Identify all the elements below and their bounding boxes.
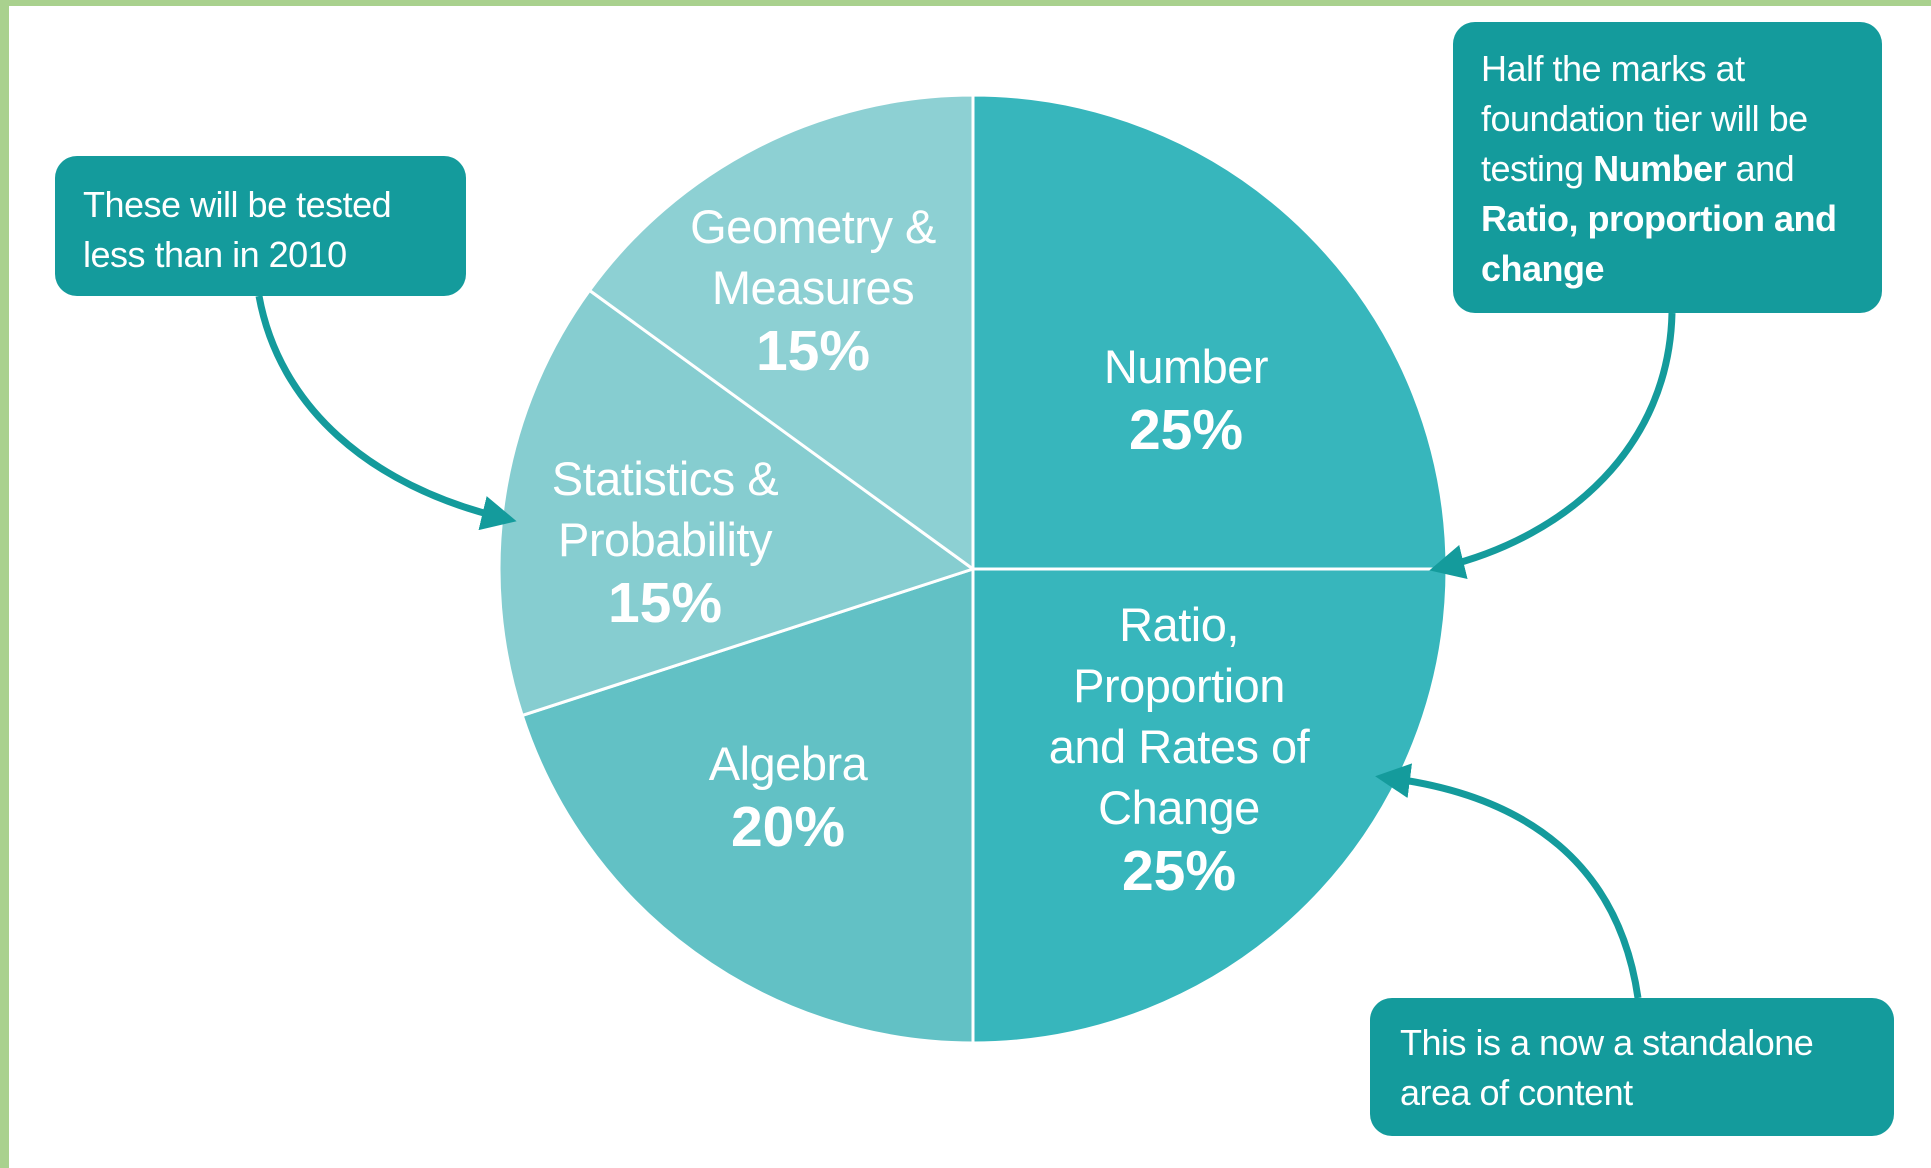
- callout-box: These will be tested less than in 2010: [55, 156, 466, 296]
- callout-text: and: [1726, 148, 1804, 189]
- callout-arrow: [1375, 763, 1642, 999]
- callout-text: These will be tested less than in 2010: [83, 184, 401, 275]
- callout-text: Number: [1593, 148, 1727, 189]
- callout-box: Half the marks at foundation tier will b…: [1453, 22, 1882, 313]
- pie-slice: [587, 93, 975, 572]
- slice-pct: 25%: [1128, 398, 1244, 462]
- slice-name: Algebra: [708, 737, 868, 790]
- slice-name: Statistics & Probability: [551, 452, 779, 566]
- slice-label: Algebra 20%: [658, 733, 918, 860]
- chart: [255, 93, 1676, 1045]
- pie-slice: [971, 93, 1449, 571]
- callout-text: Ratio, proportion and change: [1481, 198, 1846, 289]
- slice-label: Statistics & Probability 15%: [545, 448, 785, 636]
- slice-pct: 15%: [607, 571, 723, 635]
- slice-pct: 20%: [730, 795, 846, 859]
- callout-arrow: [1429, 312, 1676, 579]
- slice-pct: 25%: [1121, 839, 1237, 903]
- callout-text: This is a now a standalone area of conte…: [1400, 1022, 1823, 1113]
- callout-text: Half the marks at foundation tier will b…: [1481, 48, 1818, 189]
- slice-name: Number: [1103, 340, 1269, 393]
- slice-label: Geometry & Measures 15%: [687, 196, 939, 384]
- pie-slice: [971, 567, 1449, 1045]
- callout-box: This is a now a standalone area of conte…: [1370, 998, 1894, 1136]
- slice-label: Ratio, Proportion and Rates of Change 25%: [1034, 594, 1324, 904]
- pie-slice: [497, 288, 977, 718]
- slice-name: Ratio, Proportion and Rates of Change: [1048, 598, 1310, 834]
- canvas: These will be tested less than in 2010 H…: [9, 6, 1931, 1168]
- slice-name: Geometry & Measures: [690, 200, 936, 314]
- slice-pct: 15%: [755, 319, 871, 383]
- slice-label: Number 25%: [1056, 336, 1316, 463]
- pie-slice: [520, 566, 975, 1045]
- callout-arrow: [255, 295, 517, 531]
